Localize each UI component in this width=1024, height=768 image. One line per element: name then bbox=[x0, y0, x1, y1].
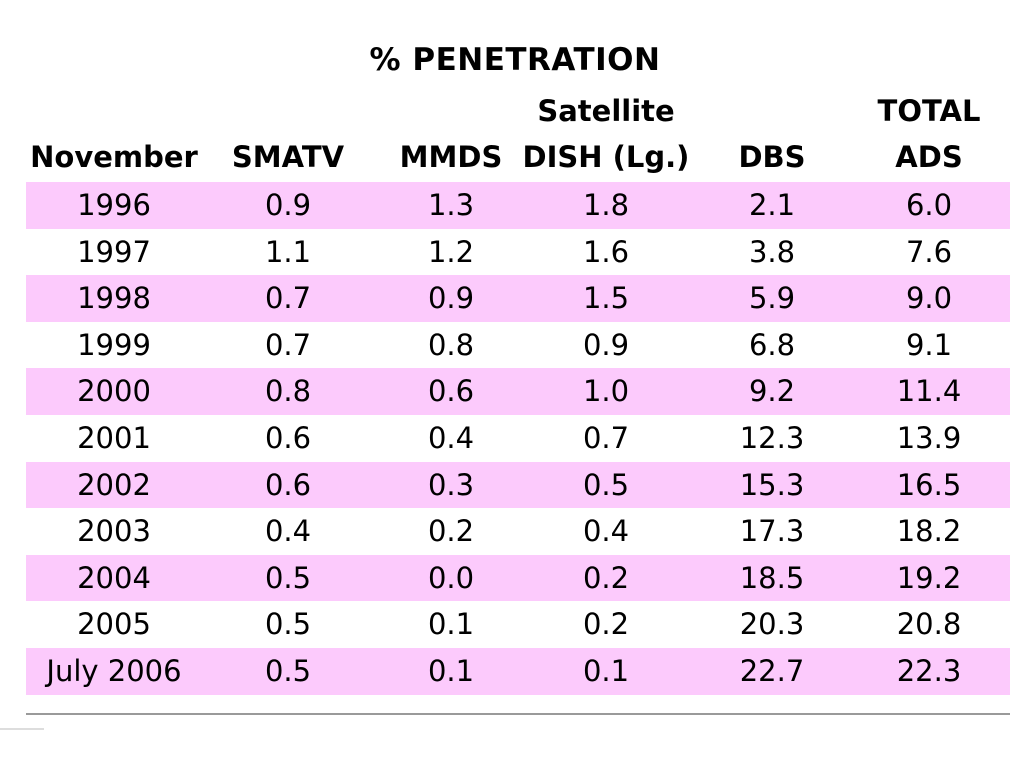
cell-total-ads: 6.0 bbox=[905, 188, 953, 222]
cell-smatv: 0.8 bbox=[264, 374, 312, 409]
table-row: 1996 0.9 1.3 1.8 2.1 6.0 bbox=[26, 182, 1010, 229]
header-total-ads: TOTAL ADS bbox=[848, 88, 1010, 180]
cell-november: 1998 bbox=[77, 281, 151, 316]
table-row: 2004 0.5 0.0 0.2 18.5 19.2 bbox=[26, 554, 1010, 602]
cell-satellite-dish: 0.7 bbox=[582, 420, 630, 455]
cell-smatv: 0.5 bbox=[264, 653, 312, 688]
header-november-line2: November bbox=[30, 140, 198, 174]
cell-mmds: 0.0 bbox=[427, 560, 475, 595]
table-row: July 2006 0.5 0.1 0.1 22.7 22.3 bbox=[26, 647, 1010, 695]
cell-dbs: 12.3 bbox=[739, 420, 805, 455]
cell-total-ads: 7.6 bbox=[905, 234, 953, 269]
cell-satellite-dish: 1.6 bbox=[582, 234, 630, 269]
cell-november: 2000 bbox=[77, 374, 151, 409]
cell-satellite-dish: 0.9 bbox=[582, 327, 630, 362]
table-row: 1998 0.7 0.9 1.5 5.9 9.0 bbox=[26, 275, 1010, 322]
table-title: % PENETRATION bbox=[369, 42, 661, 78]
cell-dbs: 6.8 bbox=[748, 327, 796, 362]
table-row: 1997 1.1 1.2 1.6 3.8 7.6 bbox=[26, 229, 1010, 276]
cell-satellite-dish: 1.8 bbox=[582, 188, 630, 222]
header-total-ads-line1: TOTAL bbox=[877, 94, 981, 128]
cell-smatv: 1.1 bbox=[264, 234, 312, 269]
cell-satellite-dish: 1.0 bbox=[582, 374, 630, 409]
cell-mmds: 0.8 bbox=[427, 327, 475, 362]
cell-total-ads: 9.1 bbox=[905, 327, 953, 362]
cell-satellite-dish: 0.1 bbox=[582, 653, 630, 688]
cell-smatv: 0.6 bbox=[264, 420, 312, 455]
cell-november: July 2006 bbox=[46, 653, 182, 688]
cell-smatv: 0.7 bbox=[264, 281, 312, 316]
cell-smatv: 0.5 bbox=[264, 607, 312, 642]
cell-smatv: 0.9 bbox=[264, 188, 312, 222]
table-row: 2002 0.6 0.3 0.5 15.3 16.5 bbox=[26, 461, 1010, 509]
cell-total-ads: 11.4 bbox=[896, 374, 962, 409]
cell-smatv: 0.6 bbox=[264, 467, 312, 502]
header-mmds-line2: MMDS bbox=[399, 140, 503, 174]
header-smatv-line2: SMATV bbox=[231, 140, 345, 174]
table-header: November SMATV MMDS Satellite DISH (Lg.)… bbox=[26, 92, 1010, 182]
header-november: November bbox=[26, 134, 202, 180]
table-row: 2003 0.4 0.2 0.4 17.3 18.2 bbox=[26, 508, 1010, 555]
cell-november: 2004 bbox=[77, 560, 151, 595]
header-total-ads-line2: ADS bbox=[895, 140, 963, 174]
table-bottom-rule bbox=[26, 713, 1010, 715]
cell-mmds: 0.2 bbox=[427, 514, 475, 549]
cell-november: 2005 bbox=[77, 607, 151, 642]
table-body: 1996 0.9 1.3 1.8 2.1 6.0 1997 1.1 1.2 1.6 3.8 7.6 19… bbox=[26, 182, 1010, 695]
cell-november: 2001 bbox=[77, 420, 151, 455]
cell-satellite-dish: 1.5 bbox=[582, 281, 630, 316]
cell-mmds: 0.1 bbox=[427, 607, 475, 642]
cell-smatv: 0.5 bbox=[264, 560, 312, 595]
cell-total-ads: 18.2 bbox=[896, 514, 962, 549]
cell-mmds: 0.4 bbox=[427, 420, 475, 455]
cell-november: 2003 bbox=[77, 514, 151, 549]
cell-satellite-dish: 0.2 bbox=[582, 560, 630, 595]
header-satellite-dish-line2: DISH (Lg.) bbox=[522, 140, 690, 174]
cell-dbs: 9.2 bbox=[748, 374, 796, 409]
cell-november: 2002 bbox=[77, 467, 151, 502]
cell-dbs: 2.1 bbox=[748, 188, 796, 222]
cell-dbs: 20.3 bbox=[739, 607, 805, 642]
table-row: 2000 0.8 0.6 1.0 9.2 11.4 bbox=[26, 368, 1010, 415]
header-satellite-dish: Satellite DISH (Lg.) bbox=[514, 88, 698, 180]
cell-mmds: 1.2 bbox=[427, 234, 475, 269]
cell-dbs: 22.7 bbox=[739, 653, 805, 688]
penetration-table: November SMATV MMDS Satellite DISH (Lg.)… bbox=[26, 92, 1010, 695]
cell-total-ads: 16.5 bbox=[896, 467, 962, 502]
cell-total-ads: 13.9 bbox=[896, 420, 962, 455]
header-mmds: MMDS bbox=[376, 134, 526, 180]
cell-mmds: 0.6 bbox=[427, 374, 475, 409]
header-satellite-dish-line1: Satellite bbox=[537, 94, 675, 128]
table-row: 2001 0.6 0.4 0.7 12.3 13.9 bbox=[26, 415, 1010, 462]
cell-total-ads: 20.8 bbox=[896, 607, 962, 642]
cell-satellite-dish: 0.4 bbox=[582, 514, 630, 549]
cell-satellite-dish: 0.2 bbox=[582, 607, 630, 642]
cell-smatv: 0.7 bbox=[264, 327, 312, 362]
cell-satellite-dish: 0.5 bbox=[582, 467, 630, 502]
table-row: 1999 0.7 0.8 0.9 6.8 9.1 bbox=[26, 322, 1010, 369]
cell-total-ads: 9.0 bbox=[905, 281, 953, 316]
cell-dbs: 18.5 bbox=[739, 560, 805, 595]
cell-dbs: 17.3 bbox=[739, 514, 805, 549]
cell-dbs: 5.9 bbox=[748, 281, 796, 316]
cell-total-ads: 22.3 bbox=[896, 653, 962, 688]
cell-mmds: 1.3 bbox=[427, 188, 475, 222]
cell-mmds: 0.1 bbox=[427, 653, 475, 688]
cell-total-ads: 19.2 bbox=[896, 560, 962, 595]
cell-smatv: 0.4 bbox=[264, 514, 312, 549]
table-row: 2005 0.5 0.1 0.2 20.3 20.8 bbox=[26, 601, 1010, 648]
corner-divider bbox=[0, 728, 44, 730]
cell-november: 1997 bbox=[77, 234, 151, 269]
cell-mmds: 0.3 bbox=[427, 467, 475, 502]
header-dbs: DBS bbox=[694, 134, 850, 180]
header-smatv: SMATV bbox=[214, 134, 362, 180]
cell-mmds: 0.9 bbox=[427, 281, 475, 316]
header-dbs-line2: DBS bbox=[738, 140, 806, 174]
cell-dbs: 15.3 bbox=[739, 467, 805, 502]
cell-november: 1996 bbox=[77, 188, 151, 222]
cell-dbs: 3.8 bbox=[748, 234, 796, 269]
cell-november: 1999 bbox=[77, 327, 151, 362]
